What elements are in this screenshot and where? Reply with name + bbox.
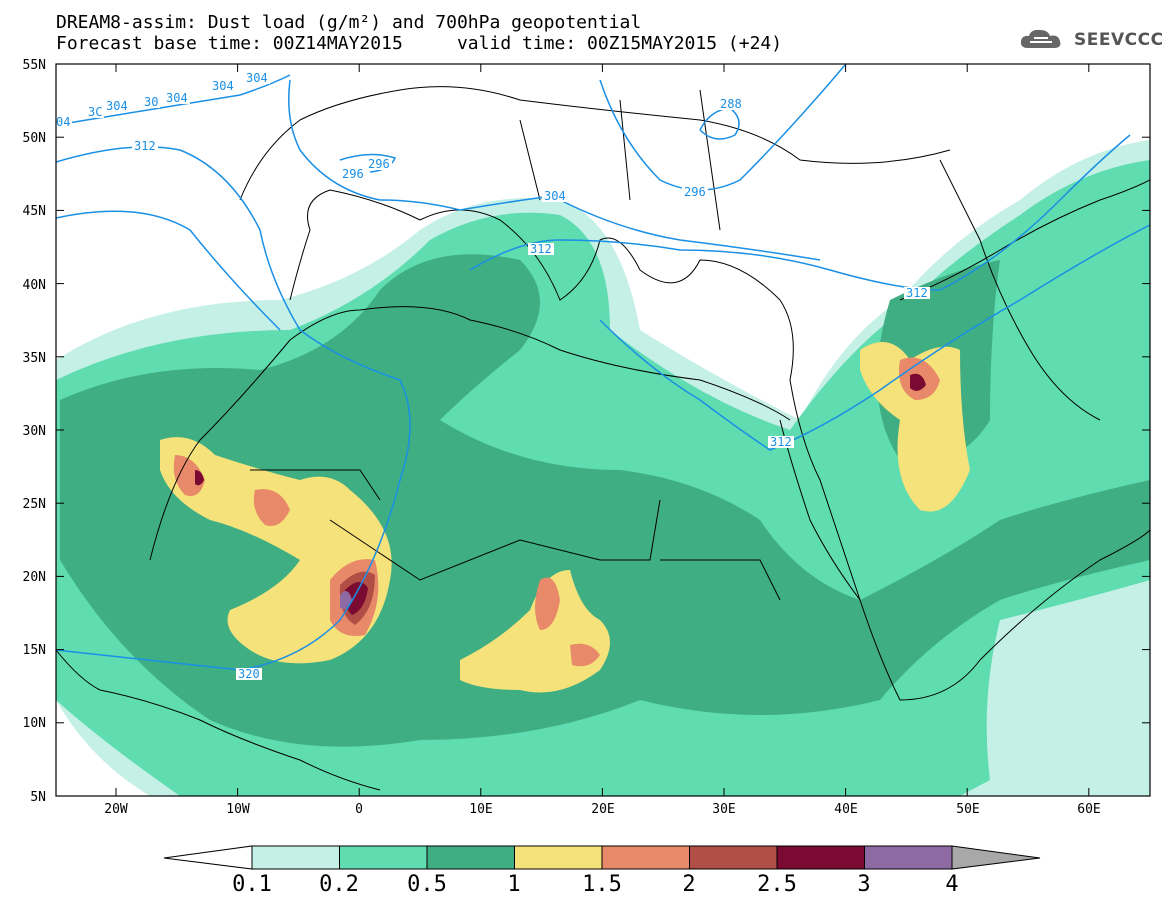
colorbar-box — [864, 845, 953, 870]
lat-label: 40N — [23, 278, 46, 293]
colorbar-over-arrow — [951, 845, 1041, 870]
contour-label: 04 — [56, 115, 70, 129]
contour-label: 304 — [212, 79, 234, 93]
cloud-logo-icon — [1020, 29, 1061, 48]
colorbar-box — [601, 845, 690, 870]
colorbar-tick: 0.2 — [319, 872, 359, 897]
dust-1.5-a — [173, 455, 205, 496]
lon-label: 30E — [712, 802, 735, 817]
colorbar-tick: 2.5 — [757, 872, 797, 897]
contour-label: 288 — [720, 97, 742, 111]
lat-label: 10N — [23, 716, 46, 731]
lon-label: 0 — [355, 802, 363, 817]
lon-label: 10W — [226, 802, 250, 817]
colorbar-tick: 1.5 — [582, 872, 622, 897]
contour-label: 312 — [906, 286, 928, 300]
coastlines-borders — [56, 86, 1150, 791]
colorbar-box — [776, 845, 865, 870]
dust-2.5-a — [195, 470, 204, 486]
lon-label: 20E — [591, 802, 614, 817]
forecast-times: Forecast base time: 00Z14MAY2015 valid t… — [56, 33, 783, 54]
colorbar-tick: 0.5 — [407, 872, 447, 897]
lat-label: 50N — [23, 131, 46, 146]
contour-label: 320 — [238, 667, 260, 681]
contour-label: 296 — [684, 185, 706, 199]
colorbar-box — [251, 845, 340, 870]
lon-labels: 20W 10W 0 10E 20E 30E 40E 50E 60E — [104, 802, 1100, 817]
axis-ticks — [56, 63, 1150, 797]
lat-label: 5N — [30, 790, 46, 805]
colorbar-box — [514, 845, 603, 870]
colorbar-tick: 2 — [682, 872, 696, 897]
colorbar-tick: 1 — [507, 872, 521, 897]
colorbar-under-arrow — [163, 845, 253, 870]
contour-label: 312 — [770, 435, 792, 449]
contour-label: 304 — [106, 99, 128, 113]
dust-2.5-b — [344, 581, 368, 615]
lon-label: 20W — [104, 802, 128, 817]
dust-1.5-e — [570, 643, 600, 667]
seevccc-logo: SEEVCCC — [1018, 28, 1164, 52]
lon-label: 40E — [834, 802, 857, 817]
lat-label: 15N — [23, 643, 46, 658]
lat-label: 25N — [23, 497, 46, 512]
colorbar — [163, 845, 1041, 870]
lon-label: 60E — [1077, 802, 1100, 817]
lat-labels: 55N 50N 45N 40N 35N 30N 25N 20N 15N 10N … — [23, 58, 46, 805]
contour-label: 312 — [530, 242, 552, 256]
geopotential-contours — [56, 64, 1150, 671]
colorbar-box — [426, 845, 515, 870]
map-title: DREAM8-assim: Dust load (g/m²) and 700hP… — [56, 12, 642, 33]
lon-label: 10E — [469, 802, 492, 817]
colorbar-tick: 4 — [945, 872, 959, 897]
lat-label: 45N — [23, 204, 46, 219]
contour-label: 3C — [88, 105, 102, 119]
lat-label: 30N — [23, 424, 46, 439]
contour-label: 30 — [144, 95, 158, 109]
colorbar-tick: 0.1 — [232, 872, 272, 897]
lat-label: 20N — [23, 570, 46, 585]
dust-1.5-d — [535, 577, 560, 630]
contour-label: 296 — [368, 157, 390, 171]
contour-label: 304 — [166, 91, 188, 105]
contour-label: 304 — [246, 71, 268, 85]
lon-label: 50E — [956, 802, 979, 817]
lat-label: 35N — [23, 351, 46, 366]
contour-label: 304 — [544, 189, 566, 203]
contour-label: 296 — [342, 167, 364, 181]
colorbar-box — [339, 845, 428, 870]
colorbar-box — [689, 845, 778, 870]
lat-label: 55N — [23, 58, 46, 73]
contour-label-group: 04 3C 304 30 304 304 304 312 296 296 288… — [56, 71, 930, 681]
contour-label: 312 — [134, 139, 156, 153]
dust-1.5-b — [253, 489, 290, 526]
colorbar-tick: 3 — [857, 872, 871, 897]
dust-fields: 04 3C 304 30 304 304 304 312 296 296 288… — [56, 64, 1150, 796]
dust-2.5-c — [910, 373, 926, 391]
